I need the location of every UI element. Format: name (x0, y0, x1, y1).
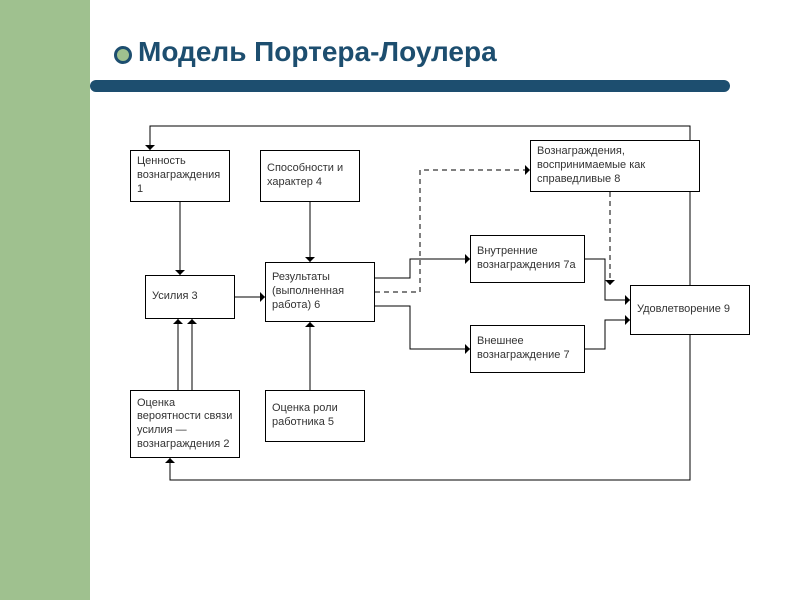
node-n5: Оценка роли работника 5 (265, 390, 365, 442)
node-n7: Внешнее вознаграждение 7 (470, 325, 585, 373)
node-n3: Усилия 3 (145, 275, 235, 319)
node-n8: Вознаграждения, воспринимаемые как справ… (530, 140, 700, 192)
slide-title: Модель Портера-Лоулера (138, 36, 497, 68)
node-n7a: Внутренние вознаграждения 7а (470, 235, 585, 283)
slide-sidebar (0, 0, 90, 600)
title-underline (90, 80, 730, 92)
flowchart-diagram: Ценность вознаграждения 1 Способности и х… (90, 100, 800, 600)
node-n6: Результаты (выполненная работа) 6 (265, 262, 375, 322)
title-bullet-icon (114, 46, 132, 64)
node-n4: Способности и характер 4 (260, 150, 360, 202)
node-n9: Удовлетворение 9 (630, 285, 750, 335)
slide-content: Модель Портера-Лоулера Ценность вознагра… (90, 0, 800, 600)
node-n1: Ценность вознаграждения 1 (130, 150, 230, 202)
node-n2: Оценка вероятности связи усилия — вознаг… (130, 390, 240, 458)
